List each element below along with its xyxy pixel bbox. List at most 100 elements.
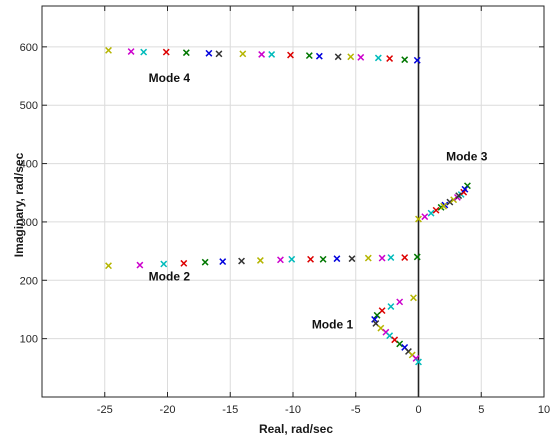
data-point: [307, 255, 315, 263]
data-point: [219, 258, 227, 266]
data-point: [410, 294, 417, 302]
mode-label: Mode 3: [446, 150, 488, 164]
marker-stroke: [401, 343, 409, 351]
data-point: [373, 311, 381, 319]
marker-stroke: [378, 254, 386, 262]
marker-stroke: [432, 206, 440, 214]
data-point: [319, 255, 327, 263]
marker-stroke: [372, 320, 380, 327]
data-point: [446, 198, 454, 206]
marker-stroke: [160, 260, 168, 268]
data-point: [396, 340, 404, 348]
marker-stroke: [180, 259, 188, 267]
y-tick-label: 100: [20, 334, 38, 346]
x-tick-label: 0: [415, 404, 421, 416]
data-point: [378, 307, 386, 315]
data-point: [277, 256, 284, 264]
marker-stroke: [238, 257, 245, 265]
data-point: [387, 254, 395, 261]
marker-stroke: [386, 332, 394, 340]
marker-stroke: [319, 255, 327, 263]
data-point: [413, 253, 421, 261]
marker-stroke: [386, 55, 394, 62]
marker-stroke: [348, 255, 356, 263]
marker-stroke: [307, 255, 315, 263]
marker-stroke: [357, 53, 365, 61]
data-point: [440, 202, 448, 210]
data-point: [140, 48, 148, 56]
marker-stroke: [205, 49, 213, 57]
plot-border: [41, 5, 545, 398]
marker-stroke: [401, 56, 409, 64]
data-point: [305, 52, 313, 60]
y-tick-label: 500: [20, 100, 38, 112]
marker-stroke: [287, 51, 294, 59]
y-tick-label: 200: [20, 275, 38, 287]
x-tick-label: -15: [222, 404, 238, 416]
marker-stroke: [413, 253, 421, 261]
data-point: [378, 254, 386, 262]
x-tick-label: 5: [478, 404, 484, 416]
data-point: [162, 48, 170, 56]
marker-stroke: [396, 340, 404, 348]
data-point: [288, 255, 296, 263]
data-point: [334, 53, 342, 61]
marker-stroke: [410, 294, 417, 302]
data-point: [364, 254, 372, 262]
data-point: [105, 46, 112, 54]
marker-stroke: [256, 257, 264, 264]
y-tick-labels: 100 200 300 400 500 600: [20, 42, 38, 346]
y-tick-label: 300: [20, 217, 38, 229]
data-point: [287, 51, 294, 59]
marker-stroke: [408, 351, 416, 359]
data-point: [415, 358, 422, 366]
data-point: [386, 55, 394, 62]
data-point: [333, 255, 341, 263]
data-point: [136, 261, 144, 269]
marker-stroke: [201, 258, 209, 266]
marker-stroke: [140, 48, 148, 56]
data-point: [160, 260, 168, 268]
mode-annotations: Mode 4 Mode 3 Mode 2 Mode 1: [149, 71, 488, 332]
x-tick-label: -25: [97, 404, 113, 416]
marker-stroke: [373, 311, 381, 319]
data-point: [348, 255, 356, 263]
x-tick-labels: -25 -20 -15 -10 -5 0 5 10: [97, 404, 550, 416]
marker-stroke: [162, 48, 170, 56]
marker-stroke: [288, 255, 296, 263]
marker-stroke: [127, 48, 135, 55]
marker-stroke: [305, 52, 313, 60]
data-point: [268, 51, 276, 58]
marker-stroke: [258, 51, 266, 58]
marker-stroke: [277, 256, 284, 264]
marker-stroke: [315, 52, 323, 60]
marker-stroke: [105, 46, 112, 54]
marker-stroke: [239, 50, 247, 58]
marker-stroke: [347, 53, 355, 61]
marker-stroke: [421, 213, 429, 221]
marker-stroke: [455, 192, 463, 200]
x-tick-label: -5: [351, 404, 361, 416]
data-point: [372, 320, 380, 327]
marker-stroke: [374, 54, 382, 62]
data-point: [258, 51, 266, 58]
marker-stroke: [382, 328, 390, 336]
marker-stroke: [333, 255, 341, 263]
x-tick-label: -20: [160, 404, 176, 416]
data-point: [127, 48, 135, 55]
marker-stroke: [412, 355, 420, 362]
x-tick-label: -10: [285, 404, 301, 416]
data-point: [205, 49, 213, 57]
data-point: [413, 56, 421, 64]
data-point: [401, 254, 409, 261]
data-point: [387, 303, 395, 310]
y-axis-label: Imaginary, rad/sec: [12, 152, 26, 257]
marker-stroke: [268, 51, 276, 58]
marker-stroke: [387, 254, 395, 261]
x-axis-label: Real, rad/sec: [259, 422, 333, 436]
marker-stroke: [427, 209, 435, 217]
marker-stroke: [182, 49, 190, 57]
data-point: [215, 50, 223, 58]
marker-stroke: [440, 202, 448, 210]
